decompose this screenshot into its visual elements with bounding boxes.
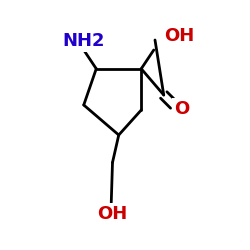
Text: OH: OH xyxy=(98,205,128,223)
Text: NH2: NH2 xyxy=(62,32,105,50)
Text: OH: OH xyxy=(164,27,194,45)
Text: O: O xyxy=(174,100,189,118)
